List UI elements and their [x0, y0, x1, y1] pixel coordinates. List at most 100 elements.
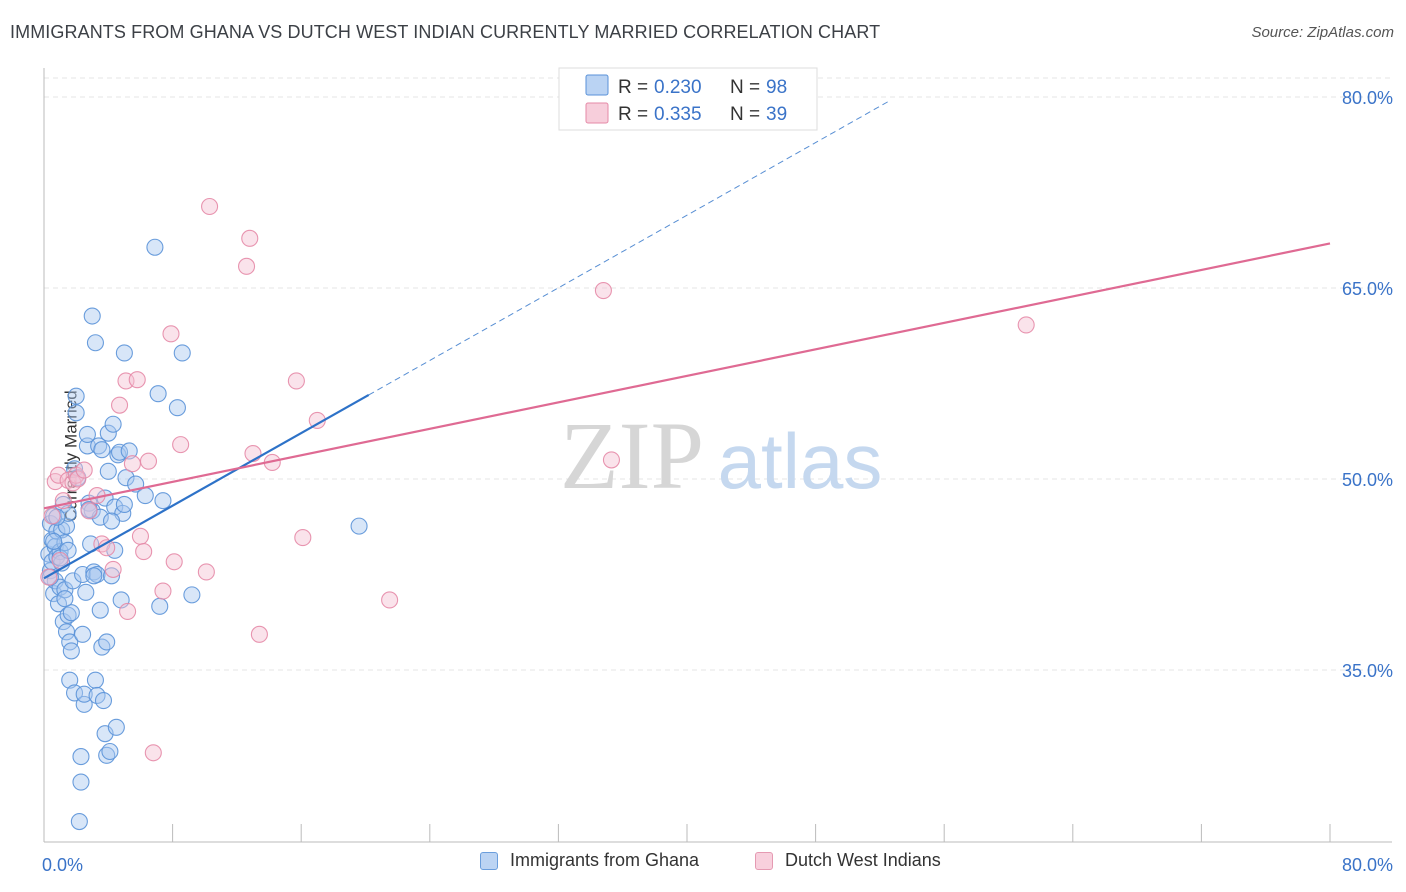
ghana-point-25	[61, 671, 79, 689]
series-legend: Immigrants from Ghana Dutch West Indians	[0, 850, 1406, 880]
dutch-west-indian-point-18	[119, 602, 137, 620]
dutch-west-indian-point-27	[165, 553, 183, 571]
ghana-point-34	[70, 812, 88, 831]
axes	[43, 68, 1392, 843]
dutch-west-indian-point-23	[139, 452, 158, 470]
legend-r-value-2: 0.335	[654, 104, 702, 125]
dutch-west-indian-point-19	[123, 455, 141, 473]
ghana-point-48	[85, 563, 103, 581]
ghana-point-27	[62, 604, 80, 622]
y-tick-label-0: 35.0%	[1342, 661, 1393, 681]
series-dutch-west-indian-points	[40, 197, 1035, 762]
y-tick-label-2: 65.0%	[1342, 279, 1393, 299]
ghana-point-35	[72, 773, 90, 791]
ghana-point-5	[45, 585, 63, 603]
dutch-west-indian-trend-line	[43, 242, 1331, 510]
dutch-west-indian-point-42	[1017, 316, 1035, 334]
dutch-west-indian-point-11	[80, 502, 98, 520]
watermark-zip: ZIP	[560, 402, 704, 509]
legend-item-ghana[interactable]: Immigrants from Ghana	[480, 850, 699, 871]
ghana-point-23	[59, 606, 77, 624]
ghana-point-70	[107, 718, 125, 736]
ghana-point-77	[117, 469, 135, 487]
ghana-point-71	[109, 446, 127, 464]
ghana-point-80	[146, 238, 164, 256]
ghana-point-92	[56, 590, 74, 608]
source-credit: Source: ZipAtlas.com	[1251, 24, 1394, 41]
ghana-point-31	[67, 404, 85, 422]
legend-label-ghana: Immigrants from Ghana	[510, 850, 700, 870]
dutch-west-indian-point-20	[128, 371, 146, 389]
dutch-west-indian-point-31	[237, 257, 256, 275]
legend-swatch-dutch-west-indians	[755, 851, 773, 870]
ghana-point-81	[149, 385, 167, 403]
ghana-point-62	[98, 633, 116, 651]
ghana-point-58	[94, 692, 113, 710]
dutch-west-indian-point-22	[135, 543, 153, 561]
dutch-west-indian-point-15	[104, 560, 122, 578]
ghana-point-64	[99, 424, 117, 442]
ghana-point-66	[102, 567, 121, 585]
dutch-west-indian-point-10	[75, 461, 93, 479]
correlation-legend: R = 0.230 N = 98 R = 0.335 N = 39	[558, 67, 818, 131]
dutch-west-indian-point-36	[287, 372, 305, 390]
ghana-point-84	[168, 399, 186, 417]
ghana-point-28	[64, 572, 82, 590]
trend-lines	[43, 100, 1331, 580]
legend-swatch-ghana	[480, 851, 498, 870]
legend-n-value-2: 39	[766, 104, 787, 125]
watermark-atlas: atlas	[718, 417, 883, 505]
y-tick-label-1: 50.0%	[1342, 470, 1393, 490]
ghana-point-41	[77, 583, 95, 601]
dutch-west-indian-point-16	[111, 396, 129, 414]
ghana-point-57	[93, 441, 111, 459]
dutch-west-indian-point-29	[197, 563, 215, 581]
dutch-west-indian-point-30	[201, 197, 219, 216]
legend-n-value-1: 98	[766, 77, 787, 98]
ghana-point-89	[45, 532, 63, 550]
dutch-west-indian-point-41	[602, 451, 620, 469]
ghana-point-40	[75, 685, 93, 703]
dutch-west-indian-point-32	[241, 229, 259, 247]
ghana-point-82	[151, 597, 169, 615]
ghana-point-67	[104, 415, 122, 433]
legend-swatch-blue	[585, 74, 609, 96]
x-tick-label-1: 80.0%	[1342, 855, 1393, 875]
ghana-point-96	[102, 512, 121, 530]
gridlines	[44, 77, 1392, 671]
dutch-west-indian-point-40	[594, 281, 612, 300]
ghana-point-76	[115, 495, 133, 514]
ghana-point-56	[93, 638, 111, 656]
ghana-point-83	[154, 492, 172, 510]
dutch-west-indian-point-26	[162, 325, 180, 343]
dutch-west-indian-point-3	[49, 466, 68, 484]
chart-title: IMMIGRANTS FROM GHANA VS DUTCH WEST INDI…	[10, 22, 881, 42]
tick-labels: 35.0% 50.0% 65.0% 80.0% 0.0% 80.0%	[42, 88, 1393, 875]
ghana-point-49	[86, 334, 104, 352]
dutch-west-indian-point-24	[144, 744, 162, 762]
dutch-west-indian-point-25	[154, 582, 172, 600]
legend-r-label-1: R =	[618, 77, 648, 98]
dutch-west-indian-point-1	[43, 507, 61, 525]
legend-r-value-1: 0.230	[654, 77, 702, 98]
ghana-point-26	[62, 642, 80, 660]
dutch-west-indian-point-39	[381, 591, 399, 609]
legend-item-dutch-west-indians[interactable]: Dutch West Indians	[755, 850, 941, 871]
ghana-point-85	[173, 344, 191, 362]
ghana-point-65	[101, 742, 119, 761]
legend-swatch-pink	[585, 102, 609, 124]
ghana-point-39	[75, 695, 93, 713]
dutch-west-indian-point-37	[294, 529, 312, 547]
ghana-point-75	[115, 344, 133, 362]
ghana-point-50	[86, 671, 104, 689]
dutch-west-indian-point-34	[250, 625, 268, 643]
y-tick-label-3: 80.0%	[1342, 88, 1393, 108]
x-tick-label-0: 0.0%	[42, 855, 83, 875]
ghana-point-86	[183, 586, 201, 604]
legend-r-label-2: R =	[618, 104, 648, 125]
ghana-point-32	[67, 387, 85, 405]
ghana-point-63	[99, 462, 117, 480]
ghana-point-36	[72, 748, 90, 766]
legend-label-dutch-west-indians: Dutch West Indians	[785, 850, 941, 870]
